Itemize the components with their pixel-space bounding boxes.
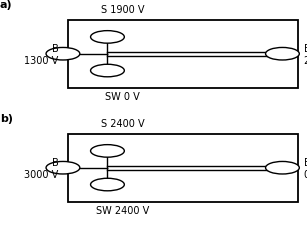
Bar bbox=[68, 20, 298, 89]
Text: BW
2000 V: BW 2000 V bbox=[304, 44, 307, 65]
Circle shape bbox=[91, 145, 124, 158]
Text: SW 2400 V: SW 2400 V bbox=[96, 205, 150, 215]
Text: B
3000 V: B 3000 V bbox=[24, 157, 58, 179]
Text: SW 0 V: SW 0 V bbox=[105, 92, 140, 102]
Text: S 2400 V: S 2400 V bbox=[101, 118, 145, 128]
Circle shape bbox=[46, 162, 80, 174]
Text: b): b) bbox=[0, 114, 13, 123]
Circle shape bbox=[91, 65, 124, 77]
Text: a): a) bbox=[0, 0, 13, 10]
Text: B
1300 V: B 1300 V bbox=[24, 44, 58, 65]
Circle shape bbox=[46, 48, 80, 61]
Bar bbox=[68, 134, 298, 202]
Text: S 1900 V: S 1900 V bbox=[101, 5, 145, 15]
Circle shape bbox=[91, 32, 124, 44]
Circle shape bbox=[91, 178, 124, 191]
Text: BW
0 V: BW 0 V bbox=[304, 157, 307, 179]
Circle shape bbox=[266, 162, 299, 174]
Circle shape bbox=[266, 48, 299, 61]
